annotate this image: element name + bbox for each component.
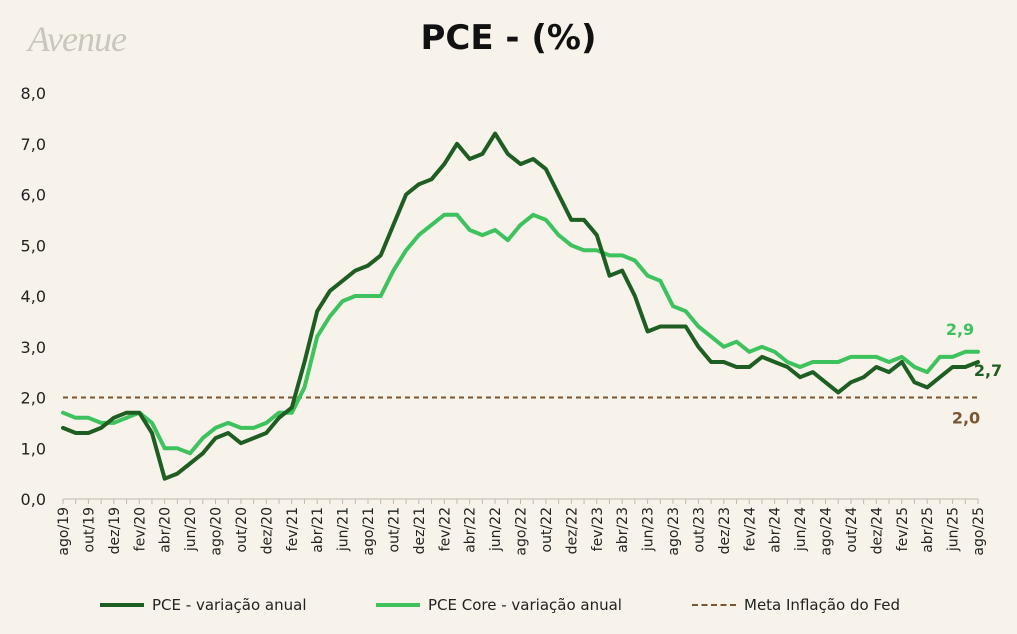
x-tick-label: out/24 — [844, 507, 860, 553]
y-tick-label: 7,0 — [21, 135, 46, 154]
x-tick-label: dez/20 — [259, 507, 275, 554]
legend-label-pce: PCE - variação anual — [152, 596, 307, 614]
x-tick-label: abr/21 — [310, 507, 326, 553]
x-tick-label: ago/23 — [666, 507, 682, 556]
x-tick-label: jun/25 — [946, 507, 962, 552]
y-tick-label: 1,0 — [21, 439, 46, 458]
x-tick-label: dez/24 — [869, 507, 885, 554]
x-tick-label: fev/24 — [742, 507, 758, 551]
x-tick-label: ago/22 — [514, 507, 530, 556]
pce-end-label: 2,7 — [974, 361, 1002, 380]
x-tick-label: dez/23 — [717, 507, 733, 554]
x-tick-label: abr/25 — [920, 507, 936, 553]
x-tick-label: fev/22 — [437, 507, 453, 551]
x-tick-label: fev/21 — [285, 507, 301, 551]
x-tick-label: fev/20 — [132, 507, 148, 551]
y-tick-label: 8,0 — [21, 84, 46, 103]
legend-item-pce-core: PCE Core - variação anual — [376, 594, 622, 616]
fed-target-end-label: 2,0 — [952, 409, 980, 428]
y-tick-label: 3,0 — [21, 338, 46, 357]
x-tick-label: ago/20 — [209, 507, 225, 556]
y-tick-label: 4,0 — [21, 287, 46, 306]
x-tick-label: fev/23 — [590, 507, 606, 551]
y-tick-label: 6,0 — [21, 186, 46, 205]
pce-core-series-line — [61, 212, 980, 456]
x-tick-label: jun/23 — [641, 507, 657, 552]
x-tick-label: abr/22 — [463, 507, 479, 553]
x-tick-label: fev/25 — [895, 507, 911, 551]
x-tick-label: jun/24 — [793, 507, 809, 552]
y-tick-label: 2,0 — [21, 389, 46, 408]
chart-legend: PCE - variação anual PCE Core - variação… — [0, 594, 1017, 616]
pce-core-end-label: 2,9 — [946, 320, 974, 339]
legend-item-pce: PCE - variação anual — [100, 594, 307, 616]
legend-label-pce-core: PCE Core - variação anual — [428, 596, 622, 614]
legend-swatch-pce — [100, 603, 144, 607]
x-tick-label: ago/19 — [56, 507, 72, 556]
x-tick-label: out/22 — [539, 507, 555, 552]
pce-series-line — [61, 131, 980, 481]
avenue-logo: Avenue — [28, 19, 127, 59]
x-tick-label: out/23 — [691, 507, 707, 552]
x-tick-label: jun/20 — [183, 507, 199, 552]
x-tick-label: dez/21 — [412, 507, 428, 554]
x-tick-label: abr/24 — [768, 507, 784, 553]
x-tick-label: dez/19 — [107, 507, 123, 554]
x-tick-label: abr/23 — [615, 507, 631, 553]
y-tick-label: 0,0 — [21, 490, 46, 509]
x-tick-label: ago/24 — [819, 507, 835, 556]
x-tick-label: out/19 — [81, 507, 97, 552]
legend-swatch-fed-target — [692, 604, 736, 606]
x-tick-label: out/20 — [234, 507, 250, 552]
x-tick-label: ago/25 — [971, 507, 987, 556]
x-tick-label: abr/20 — [158, 507, 174, 553]
x-tick-label: ago/21 — [361, 507, 377, 556]
y-tick-label: 5,0 — [21, 236, 46, 255]
x-tick-label: out/21 — [386, 507, 402, 552]
x-tick-label: jun/22 — [488, 507, 504, 552]
x-tick-label: jun/21 — [336, 507, 352, 552]
legend-item-fed-target: Meta Inflação do Fed — [692, 594, 900, 616]
chart-title: PCE - (%) — [420, 18, 597, 58]
legend-label-fed-target: Meta Inflação do Fed — [744, 596, 900, 614]
legend-swatch-pce-core — [376, 603, 420, 607]
x-tick-label: dez/22 — [564, 507, 580, 554]
